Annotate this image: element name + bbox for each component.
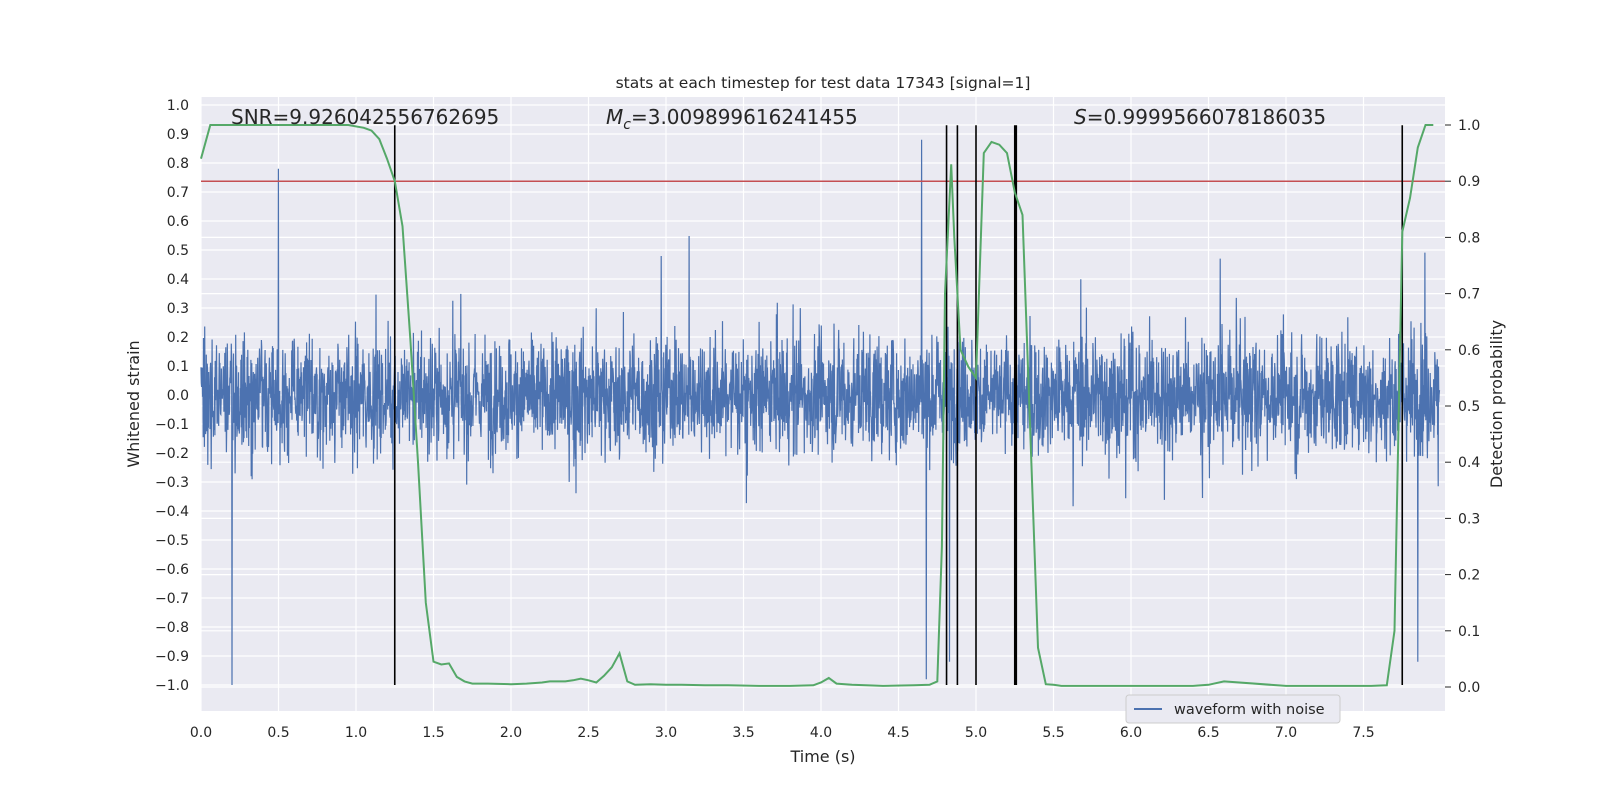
y-tick-label: 0.7	[167, 185, 189, 201]
y2-tick-label: 0.2	[1458, 568, 1480, 584]
y2-tick-label: 0.5	[1458, 399, 1480, 415]
y-tick-label: −0.5	[155, 533, 189, 549]
x-tick-label: 0.0	[190, 725, 212, 741]
y2-tick-label: 0.3	[1458, 511, 1480, 527]
y-tick-label: 0.0	[167, 388, 189, 404]
probability-series	[200, 124, 1434, 687]
y2-tick-label: 1.0	[1458, 118, 1480, 134]
x-tick-label: 4.5	[887, 725, 909, 741]
probability-line	[200, 124, 1434, 687]
y-tick-label: −1.0	[155, 678, 189, 694]
x-tick-label: 6.5	[1197, 725, 1219, 741]
y-tick-label: −0.2	[155, 446, 189, 462]
y-tick-label: −0.1	[155, 417, 189, 433]
chirp-mass-subscript: c	[623, 117, 631, 133]
legend-label: waveform with noise	[1174, 702, 1325, 718]
statistic-annotation: S=0.9999566078186035	[1074, 105, 1326, 129]
chirp-mass-symbol: M	[606, 105, 623, 129]
x-tick-labels: 0.0 0.5 1.0 1.5 2.0 2.5 3.0 3.5 4.0 4.5 5.0 5.5 6.0 6…	[190, 725, 1375, 741]
y-tick-label: 1.0	[167, 98, 189, 114]
y-tick-label: 0.5	[167, 243, 189, 259]
x-tick-label: 7.0	[1275, 725, 1297, 741]
vertical-lines	[393, 125, 1404, 685]
y-tick-label: 0.3	[167, 301, 189, 317]
y-tick-label: 0.9	[167, 127, 189, 143]
x-tick-label: 2.5	[577, 725, 599, 741]
legend-box	[1125, 694, 1341, 724]
y2-tick-label: 0.6	[1458, 343, 1480, 359]
chart-title: stats at each timestep for test data 173…	[616, 74, 1031, 92]
x-tick-label: 2.0	[500, 725, 522, 741]
y-tick-label: −0.4	[155, 504, 189, 520]
y2-tick-label: 0.9	[1458, 174, 1480, 190]
y-tick-label: 0.2	[167, 330, 189, 346]
chirp-mass-annotation: Mc=3.009899616241455	[606, 105, 858, 133]
x-tick-label: 3.0	[655, 725, 677, 741]
y-tick-label: −0.3	[155, 475, 189, 491]
y-tick-label: 0.4	[167, 272, 189, 288]
y2-tick-label: 0.7	[1458, 287, 1480, 303]
y2-tick-labels: 1.0 0.9 0.8 0.7 0.6 0.5 0.4 0.3 0.2 0.1 0.0	[1445, 118, 1480, 696]
x-tick-label: 5.0	[965, 725, 987, 741]
y2-tick-label: 0.8	[1458, 230, 1480, 246]
y-axis-label: Whitened strain	[124, 340, 143, 467]
x-tick-label: 3.5	[732, 725, 754, 741]
waveform-line	[200, 139, 1441, 686]
y-tick-label: −0.9	[155, 649, 189, 665]
waveform-series	[200, 139, 1441, 686]
statistic-symbol: S	[1074, 105, 1087, 129]
x-tick-label: 7.5	[1352, 725, 1374, 741]
y-tick-label: 0.6	[167, 214, 189, 230]
y2-tick-label: 0.4	[1458, 455, 1480, 471]
legend: waveform with noise	[1125, 694, 1341, 724]
y-tick-label: −0.8	[155, 620, 189, 636]
chirp-mass-value: =3.009899616241455	[631, 105, 858, 129]
y2-axis-label: Detection probability	[1487, 320, 1506, 488]
x-tick-label: 0.5	[267, 725, 289, 741]
y-tick-label: −0.7	[155, 591, 189, 607]
x-tick-label: 6.0	[1120, 725, 1142, 741]
x-tick-label: 4.0	[810, 725, 832, 741]
y-tick-label: 0.1	[167, 359, 189, 375]
x-tick-label: 5.5	[1042, 725, 1064, 741]
y-tick-label: −0.6	[155, 562, 189, 578]
snr-annotation: SNR=9.926042556762695	[231, 105, 499, 129]
statistic-value: =0.9999566078186035	[1087, 105, 1326, 129]
y2-tick-label: 0.0	[1458, 680, 1480, 696]
x-axis-label: Time (s)	[789, 747, 855, 766]
x-tick-label: 1.0	[345, 725, 367, 741]
x-tick-label: 1.5	[422, 725, 444, 741]
y-tick-label: 0.8	[167, 156, 189, 172]
y-tick-labels: 1.0 0.9 0.8 0.7 0.6 0.5 0.4 0.3 0.2 0.1 0.0 −0.1 −0.…	[155, 98, 189, 694]
y2-tick-label: 0.1	[1458, 624, 1480, 640]
